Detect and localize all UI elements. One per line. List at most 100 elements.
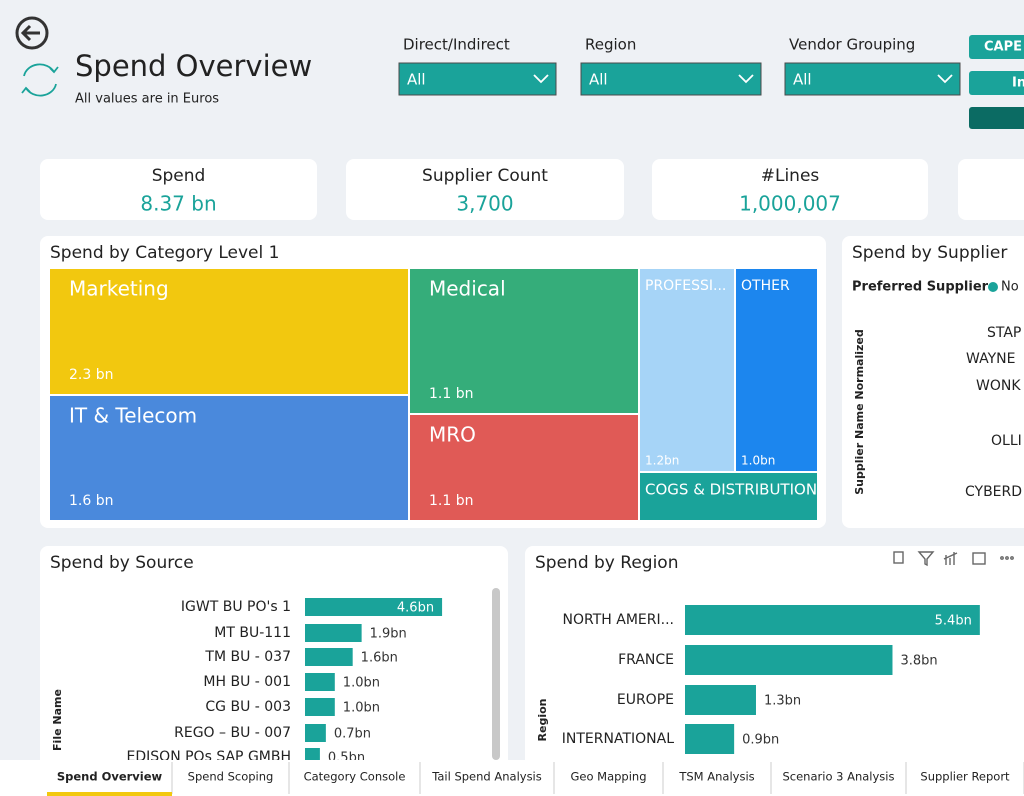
kpi-value: 3,700 (456, 192, 513, 216)
y-category: INTERNATIONAL (562, 731, 674, 747)
y-category: MH BU - 001 (203, 674, 291, 690)
legend-dot (988, 282, 998, 292)
button-label[interactable]: In (1012, 76, 1024, 91)
back-button[interactable] (15, 16, 49, 50)
bar[interactable] (305, 598, 443, 616)
panel-title: Spend by Source (50, 553, 194, 573)
tab[interactable]: Category Console (304, 770, 406, 784)
axis-label: Supplier Name Normalized (853, 329, 866, 495)
page-title: Spend Overview (75, 49, 312, 83)
bar[interactable] (685, 685, 756, 715)
tile-label: COGS & DISTRIBUTION (645, 481, 817, 499)
value-label: 0.7bn (334, 727, 371, 742)
refresh-icon (21, 63, 59, 97)
kpi-label: Supplier Count (422, 166, 548, 186)
y-category: WAYNE (966, 351, 1015, 367)
treemap-tile[interactable] (640, 473, 817, 520)
tile-label: MRO (429, 423, 476, 447)
filter-dropdown[interactable] (784, 62, 961, 96)
bar[interactable] (685, 724, 735, 754)
y-category: MT BU-111 (214, 625, 291, 641)
y-category: STAP (987, 325, 1021, 341)
value-label: 1.0bn (343, 676, 380, 691)
capex-button[interactable] (969, 35, 1024, 59)
y-category: OLLI (991, 433, 1022, 449)
tab[interactable]: Spend Overview (57, 770, 163, 784)
tile-value: 1.2bn (645, 454, 679, 468)
bar[interactable] (305, 724, 326, 742)
button-label[interactable]: CAPE (984, 40, 1022, 55)
tile-label: PROFESSI... (645, 278, 726, 294)
tile-label: Medical (429, 277, 506, 301)
panel-title: Spend by Category Level 1 (50, 243, 279, 263)
kpi-card (40, 159, 317, 220)
tile-label: OTHER (741, 278, 790, 294)
axis-label: File Name (51, 689, 64, 751)
tile-value: 1.0bn (741, 454, 775, 468)
tab[interactable]: Tail Spend Analysis (431, 770, 542, 784)
value-label: 1.9bn (370, 627, 407, 642)
tab[interactable]: TSM Analysis (678, 770, 754, 784)
kpi-label: #Lines (761, 166, 820, 186)
dark-button[interactable] (969, 107, 1024, 129)
kpi-card (346, 159, 624, 220)
tab[interactable]: Scenario 3 Analysis (782, 770, 894, 784)
value-label: 5.4bn (935, 614, 972, 629)
treemap-tile[interactable] (50, 396, 408, 520)
kpi-card (958, 159, 1024, 220)
treemap-tile[interactable] (410, 415, 638, 520)
filter-value[interactable]: All (589, 71, 608, 89)
bar[interactable] (685, 645, 893, 675)
value-label: 1.3bn (764, 694, 801, 709)
treemap-tile[interactable] (410, 269, 638, 413)
filter-label: Region (585, 36, 636, 54)
treemap-tile[interactable] (640, 269, 734, 471)
kpi-card (652, 159, 928, 220)
tile-value: 1.1 bn (429, 493, 473, 509)
chevron (738, 74, 754, 84)
chevron (937, 74, 953, 84)
bar[interactable] (305, 648, 353, 666)
value-label: 1.6bn (361, 651, 398, 666)
value-label: 4.6bn (397, 601, 434, 616)
filter-value[interactable]: All (407, 71, 426, 89)
tile-value: 1.1 bn (429, 386, 473, 402)
axis-label: Region (536, 699, 549, 742)
filter-label: Direct/Indirect (403, 36, 510, 54)
y-category: TM BU - 037 (204, 649, 291, 665)
supplier-panel (842, 236, 1024, 528)
filter-dropdown[interactable] (580, 62, 762, 96)
value-label: 3.8bn (900, 654, 937, 669)
legend-entry: No (1001, 280, 1019, 295)
treemap-tile[interactable] (736, 269, 817, 471)
bar[interactable] (305, 673, 335, 691)
tile-label: Marketing (69, 277, 169, 301)
y-category: CG BU - 003 (205, 699, 291, 715)
y-category: WONK (976, 378, 1021, 394)
value-label: 0.9bn (742, 733, 779, 748)
filter-label: Vendor Grouping (789, 36, 915, 54)
y-category: CYBERD (965, 484, 1022, 500)
y-category: EUROPE (617, 692, 674, 708)
y-category: IGWT BU PO's 1 (181, 599, 291, 615)
panel-title: Spend by Region (535, 553, 678, 573)
page-subtitle: All values are in Euros (75, 92, 219, 107)
kpi-value: 8.37 bn (140, 192, 216, 216)
tab[interactable]: Spend Scoping (188, 770, 274, 784)
tab[interactable]: Supplier Report (920, 770, 1010, 784)
tab[interactable]: Geo Mapping (570, 770, 646, 784)
kpi-label: Spend (152, 166, 206, 186)
filter-dropdown[interactable] (398, 62, 557, 96)
filter-value[interactable]: All (793, 71, 812, 89)
scrollbar[interactable] (492, 588, 500, 760)
bar[interactable] (305, 698, 335, 716)
treemap-tile[interactable] (50, 269, 408, 394)
in-button[interactable] (969, 71, 1024, 95)
tab-bar (0, 760, 1024, 796)
visual-icons (893, 551, 1014, 567)
bar[interactable] (685, 605, 980, 635)
legend-title: Preferred Supplier (852, 280, 989, 295)
chevron (533, 74, 549, 84)
bar[interactable] (305, 624, 362, 642)
